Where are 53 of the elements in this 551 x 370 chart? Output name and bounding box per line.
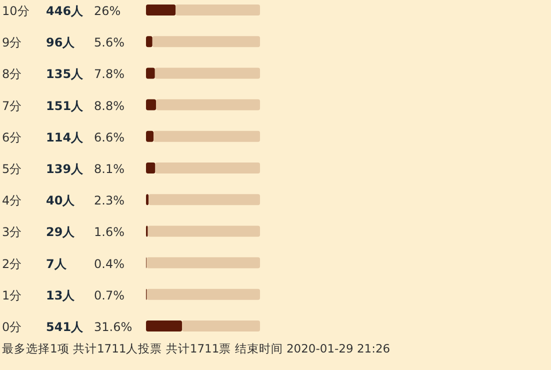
data-label: 26% <box>94 4 121 18</box>
data-label: 1.6% <box>94 225 124 240</box>
bar <box>156 99 260 110</box>
data-label: 31.6% <box>94 320 132 334</box>
bar <box>146 68 155 79</box>
bar <box>146 257 260 268</box>
bar <box>146 99 156 110</box>
bar <box>154 130 260 142</box>
bar <box>176 4 260 16</box>
bar <box>148 194 260 206</box>
y-tick-label: 7分 <box>2 98 22 113</box>
bar <box>146 4 176 16</box>
y-tick-label: 1分 <box>2 288 22 302</box>
data-label: 7.8% <box>94 67 124 82</box>
data-label: 0.4% <box>94 256 124 271</box>
bar <box>146 36 152 48</box>
y-tick-label: 8分 <box>2 67 22 82</box>
y-tick-label: 0分 <box>2 320 22 334</box>
bar <box>146 288 260 300</box>
bar <box>154 68 260 79</box>
data-label: 8.1% <box>94 162 124 176</box>
data-label: 2.3% <box>94 194 124 208</box>
text: 114人 <box>46 130 84 144</box>
data-label: 6.6% <box>94 130 124 144</box>
bar <box>146 194 149 206</box>
bar <box>146 130 154 142</box>
text: 7人 <box>46 256 68 271</box>
y-tick-label: 10分 <box>2 4 30 18</box>
data-label: 0.7% <box>94 288 124 302</box>
annotation: 最多选择1项 共计1711人投票 共计1711票 结束时间 2020-01-29 21:26 <box>2 342 390 356</box>
bar <box>146 162 156 174</box>
text: 446人 <box>46 4 84 18</box>
text: 40人 <box>46 194 76 208</box>
bar <box>148 226 260 237</box>
data-label: 5.6% <box>94 36 124 50</box>
bar <box>146 320 182 332</box>
bar <box>152 36 260 48</box>
text: 13人 <box>46 288 76 302</box>
text: 29人 <box>46 225 76 240</box>
text: 541人 <box>46 320 84 334</box>
y-tick-label: 6分 <box>2 130 22 144</box>
bar <box>182 320 260 332</box>
y-tick-label: 3分 <box>2 225 22 240</box>
bar <box>155 162 260 174</box>
y-tick-label: 5分 <box>2 162 22 176</box>
text: 96人 <box>46 36 76 50</box>
y-tick-label: 2分 <box>2 256 22 271</box>
text: 139人 <box>46 162 84 176</box>
y-tick-label: 4分 <box>2 194 22 208</box>
text: 135人 <box>46 67 84 82</box>
data-label: 8.8% <box>94 98 124 113</box>
y-tick-label: 9分 <box>2 36 22 50</box>
text: 151人 <box>46 98 84 113</box>
